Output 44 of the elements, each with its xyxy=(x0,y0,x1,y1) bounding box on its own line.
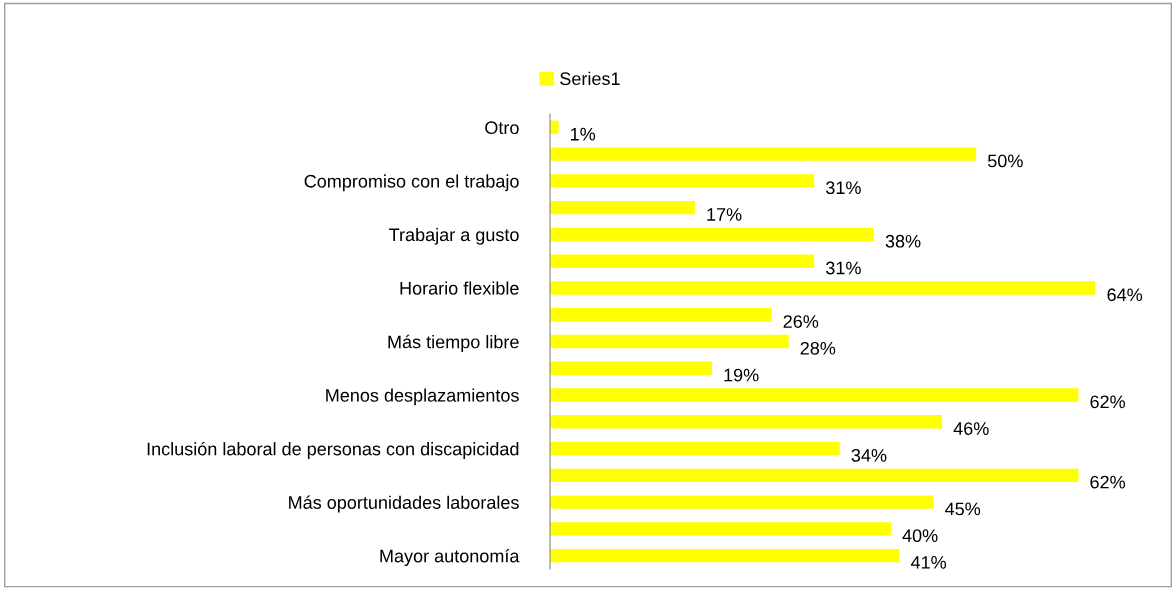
legend-label: Series1 xyxy=(560,71,620,86)
bar xyxy=(550,334,789,349)
data-label: 1% xyxy=(571,127,596,141)
y-tick-label: Otro xyxy=(485,121,519,135)
bar xyxy=(550,388,1079,402)
data-label: 50% xyxy=(987,154,1023,168)
bar xyxy=(550,548,900,563)
data-label: 40% xyxy=(902,529,938,543)
bar xyxy=(550,441,840,456)
data-label: 38% xyxy=(885,234,921,248)
data-label: 45% xyxy=(945,502,981,516)
y-tick-label: Más tiempo libre xyxy=(388,334,519,352)
data-label: 46% xyxy=(953,422,989,435)
bar xyxy=(550,200,695,215)
data-label: 34% xyxy=(851,448,887,462)
data-label: 19% xyxy=(724,368,759,382)
bar xyxy=(550,495,934,509)
data-label: 64% xyxy=(1107,288,1143,302)
y-tick-label: Mayor autonomía xyxy=(380,548,520,567)
data-label: 26% xyxy=(783,315,819,328)
data-label: 31% xyxy=(826,181,861,195)
bar xyxy=(550,361,712,375)
y-tick-label: Compromiso con el trabajo xyxy=(304,174,519,192)
bar xyxy=(550,308,772,322)
data-label: 62% xyxy=(1090,475,1126,489)
bar xyxy=(550,254,815,268)
data-label: 41% xyxy=(910,556,947,569)
bar xyxy=(550,174,815,188)
data-label: 17% xyxy=(707,208,742,221)
data-label: 31% xyxy=(826,261,861,275)
y-tick-label: Trabajar a gusto xyxy=(389,227,519,245)
bar xyxy=(550,120,559,135)
data-label: 28% xyxy=(800,341,836,355)
y-tick-label: Menos desplazamientos xyxy=(326,388,519,406)
bar xyxy=(550,227,874,242)
bar xyxy=(550,281,1096,295)
bar xyxy=(550,147,977,161)
bar xyxy=(550,468,1079,483)
data-label: 62% xyxy=(1090,395,1126,409)
y-tick-label: Inclusión laboral de personas con discapicidad xyxy=(147,441,519,459)
bar xyxy=(550,522,891,536)
y-tick-label: Más oportunidades laborales xyxy=(289,495,519,513)
bar xyxy=(550,415,943,429)
y-tick-label: Horario flexible xyxy=(400,281,519,295)
